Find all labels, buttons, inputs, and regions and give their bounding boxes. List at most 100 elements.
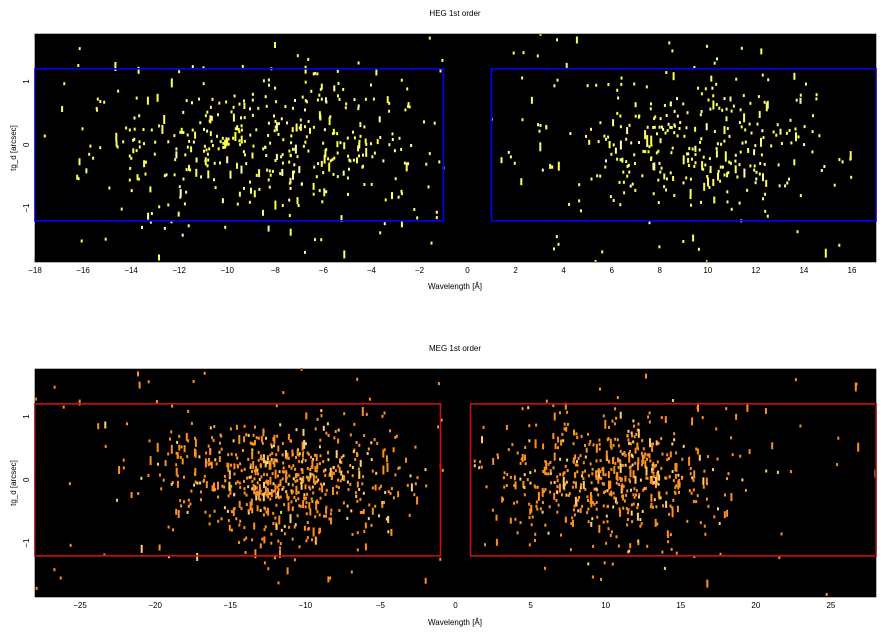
meg-event-mark — [217, 519, 220, 523]
meg-event-mark — [267, 490, 270, 499]
meg-event-mark — [257, 450, 260, 454]
meg-event-mark — [264, 507, 267, 511]
heg-event-mark — [697, 86, 699, 90]
meg-event-mark — [652, 468, 655, 471]
heg-event-mark — [522, 51, 525, 55]
heg-event-mark — [370, 182, 373, 186]
meg-event-mark — [408, 513, 411, 517]
meg-event-mark — [671, 442, 674, 446]
meg-event-mark — [303, 525, 306, 531]
heg-event-mark — [315, 175, 318, 179]
heg-event-mark — [720, 142, 723, 146]
heg-event-mark — [244, 153, 246, 157]
heg-event-mark — [551, 165, 554, 169]
meg-event-mark — [541, 510, 544, 514]
meg-event-mark — [265, 493, 268, 497]
meg-event-mark — [703, 524, 706, 528]
meg-event-mark — [295, 473, 297, 477]
heg-event-mark — [243, 102, 246, 106]
meg-event-mark — [478, 466, 481, 470]
heg-event-mark — [304, 140, 307, 144]
meg-event-mark — [593, 502, 596, 506]
meg-event-mark — [778, 556, 781, 560]
meg-event-mark — [587, 562, 590, 566]
heg-event-mark — [762, 197, 764, 201]
heg-event-mark — [132, 148, 135, 154]
meg-event-mark — [608, 492, 611, 496]
heg-event-mark — [628, 170, 631, 174]
meg-event-mark — [368, 397, 371, 401]
heg-event-mark — [129, 166, 132, 170]
heg-event-mark — [539, 32, 542, 36]
heg-event-mark — [749, 101, 752, 105]
meg-event-mark — [582, 480, 585, 489]
heg-event-mark — [700, 200, 702, 204]
meg-event-mark — [668, 475, 671, 479]
meg-event-mark — [167, 452, 170, 456]
heg-event-mark — [183, 202, 186, 206]
meg-event-mark — [180, 504, 183, 508]
meg-event-mark — [616, 473, 619, 477]
meg-event-mark — [587, 474, 590, 478]
meg-event-mark — [319, 454, 322, 458]
meg-event-mark — [251, 487, 254, 491]
meg-event-mark — [300, 481, 303, 490]
meg-event-mark — [526, 478, 529, 482]
meg-event-mark — [328, 473, 331, 477]
heg-event-mark — [659, 138, 662, 144]
meg-event-mark — [304, 459, 307, 462]
meg-event-mark — [678, 491, 680, 494]
heg-event-mark — [788, 129, 791, 132]
meg-event-mark — [53, 568, 56, 572]
meg-event-mark — [613, 466, 616, 474]
heg-event-mark — [199, 121, 202, 125]
meg-event-mark — [706, 482, 708, 486]
meg-event-mark — [248, 475, 251, 479]
meg-event-mark — [246, 476, 249, 480]
meg-event-mark — [390, 528, 393, 536]
heg-event-mark — [227, 137, 230, 141]
meg-event-mark — [185, 432, 188, 441]
meg-event-mark — [353, 422, 356, 426]
meg-event-mark — [531, 515, 534, 519]
meg-event-mark — [304, 505, 307, 509]
meg-event-mark — [355, 441, 358, 444]
heg-event-mark — [269, 173, 272, 177]
heg-event-mark — [237, 128, 240, 131]
meg-event-mark — [628, 441, 630, 445]
meg-event-mark — [556, 510, 559, 514]
heg-event-mark — [627, 163, 630, 167]
heg-event-mark — [138, 140, 141, 144]
meg-event-mark — [560, 439, 563, 446]
meg-event-mark — [271, 451, 274, 455]
heg-event-mark — [700, 137, 703, 141]
meg-event-mark — [613, 422, 616, 426]
meg-event-mark — [251, 452, 254, 460]
meg-event-mark — [639, 518, 642, 522]
meg-event-mark — [383, 411, 386, 415]
heg-event-mark — [743, 113, 746, 123]
heg-event-mark — [158, 124, 161, 128]
meg-event-mark — [155, 400, 158, 404]
heg-event-mark — [138, 145, 141, 149]
heg-event-mark — [790, 141, 793, 145]
heg-event-mark — [614, 147, 617, 154]
meg-event-mark — [671, 470, 674, 473]
meg-event-mark — [661, 550, 664, 554]
heg-event-mark — [257, 106, 260, 110]
heg-event-mark — [249, 180, 251, 184]
meg-event-mark — [689, 472, 692, 476]
heg-event-mark — [337, 81, 340, 85]
meg-event-mark — [244, 551, 247, 554]
heg-event-mark — [115, 132, 118, 142]
meg-event-mark — [371, 469, 374, 473]
meg-event-mark — [539, 507, 542, 511]
meg-event-mark — [385, 455, 388, 463]
meg-event-mark — [825, 593, 828, 596]
meg-event-mark — [212, 439, 215, 442]
meg-event-mark — [582, 461, 585, 465]
meg-event-mark — [857, 442, 860, 452]
meg-event-mark — [689, 466, 692, 470]
heg-event-mark — [258, 187, 261, 191]
meg-event-mark — [794, 378, 797, 382]
